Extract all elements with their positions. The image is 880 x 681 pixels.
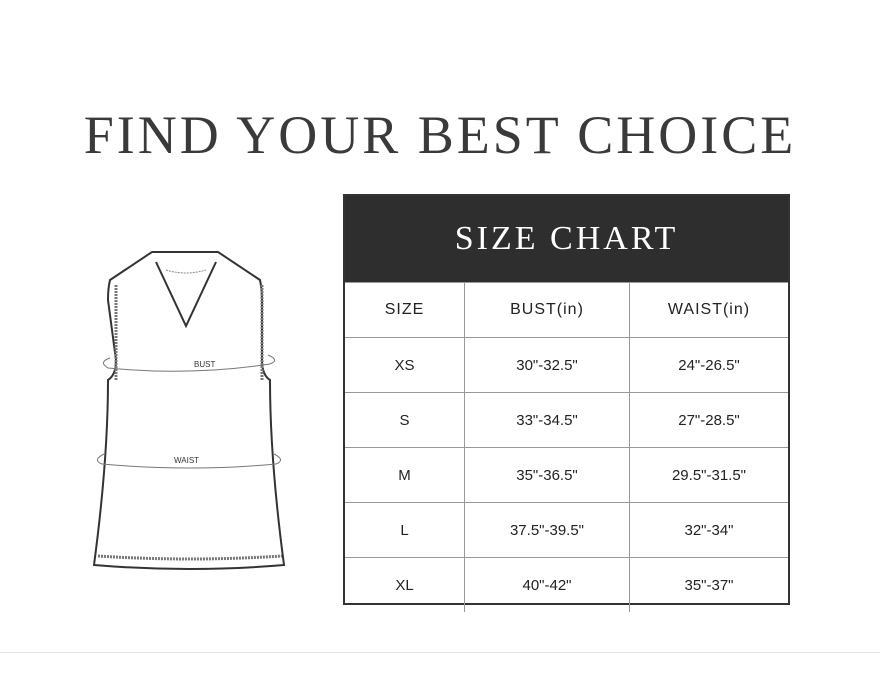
waist-cell: 24"-26.5" (678, 356, 740, 374)
size-cell: M (345, 448, 465, 502)
table-row: M 35"-36.5" 29.5"-31.5" (345, 447, 788, 502)
size-chart-title: SIZE CHART (345, 196, 788, 282)
bust-cell: 37.5"-39.5" (465, 503, 630, 557)
size-chart-table: SIZE CHART SIZE BUST(in) WAIST(in) XS 30… (343, 194, 790, 612)
divider (0, 652, 880, 653)
size-cell: S (345, 393, 465, 447)
table-header-row: SIZE BUST(in) WAIST(in) (345, 282, 788, 337)
waist-label: WAIST (174, 456, 199, 465)
waist-cell: 27"-28.5" (678, 411, 740, 429)
bust-cell: 35"-36.5" (465, 448, 630, 502)
table-row: L 37.5"-39.5" 32"-34" (345, 502, 788, 557)
table-row: XL 40"-42" 35"-37" (345, 557, 788, 612)
bust-label: BUST (194, 360, 215, 369)
bust-cell: 33"-34.5" (465, 393, 630, 447)
size-cell: L (345, 503, 465, 557)
bust-cell: 30"-32.5" (465, 338, 630, 392)
header-waist: WAIST(in) (667, 301, 751, 318)
header-size: SIZE (345, 283, 465, 337)
size-cell: XS (345, 338, 465, 392)
waist-cell: 29.5"-31.5" (671, 466, 747, 484)
tank-top-illustration: BUST WAIST (92, 251, 286, 570)
waist-cell: 35"-37" (684, 576, 734, 594)
table-row: S 33"-34.5" 27"-28.5" (345, 392, 788, 447)
page-title: FIND YOUR BEST CHOICE (83, 105, 797, 165)
table-row: XS 30"-32.5" 24"-26.5" (345, 337, 788, 392)
size-cell: XL (345, 558, 465, 612)
header-bust: BUST(in) (465, 283, 630, 337)
bust-cell: 40"-42" (465, 558, 630, 612)
waist-cell: 32"-34" (684, 521, 734, 539)
